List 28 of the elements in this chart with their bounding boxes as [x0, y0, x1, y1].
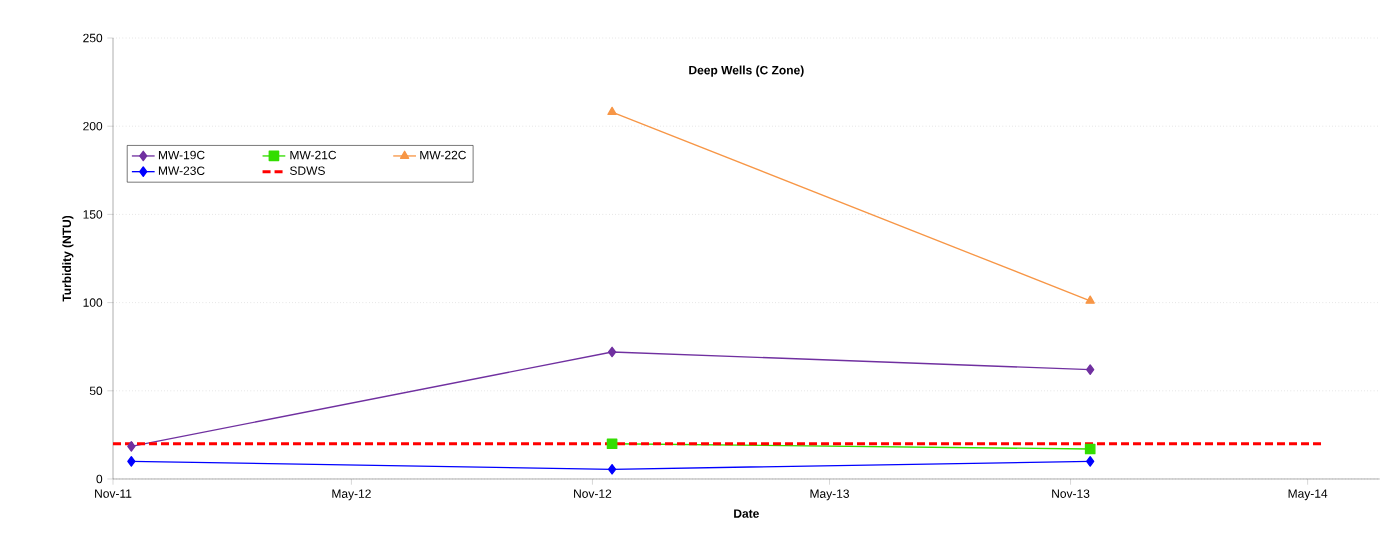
point — [1084, 443, 1096, 455]
legend-label: MW-22C — [420, 150, 466, 160]
y-tick-label: 250 — [83, 33, 103, 43]
point — [607, 463, 617, 475]
x-tick-label: May-14 — [1288, 489, 1328, 501]
y-tick-label: 50 — [89, 386, 103, 396]
legend-label: MW-23C — [158, 166, 205, 175]
point — [607, 346, 617, 358]
point — [1086, 456, 1095, 467]
point — [127, 441, 136, 452]
y-tick-label: 100 — [83, 298, 103, 307]
x-tick-label: Nov-12 — [574, 489, 612, 498]
x-tick-label: May-12 — [332, 489, 371, 501]
y-axis-title: Turbidity (NTU) — [62, 215, 74, 302]
y-tick-label: 0 — [96, 474, 103, 484]
y-tick-label: 150 — [83, 210, 103, 219]
legend-label: SDWS — [289, 166, 325, 175]
point — [127, 456, 136, 467]
x-tick-label: Nov-13 — [1052, 489, 1090, 498]
x-tick-label: Nov-11 — [95, 489, 132, 498]
point — [1086, 364, 1095, 375]
x-tick-label: May-13 — [810, 489, 849, 501]
text: Deep Wells (C Zone) — [689, 65, 804, 77]
legend-label: MW-21C — [290, 150, 337, 160]
point — [606, 438, 618, 450]
y-tick-label: 200 — [83, 121, 103, 131]
x-axis-title: Date — [734, 509, 759, 518]
legend-label: MW-19C — [158, 150, 205, 160]
